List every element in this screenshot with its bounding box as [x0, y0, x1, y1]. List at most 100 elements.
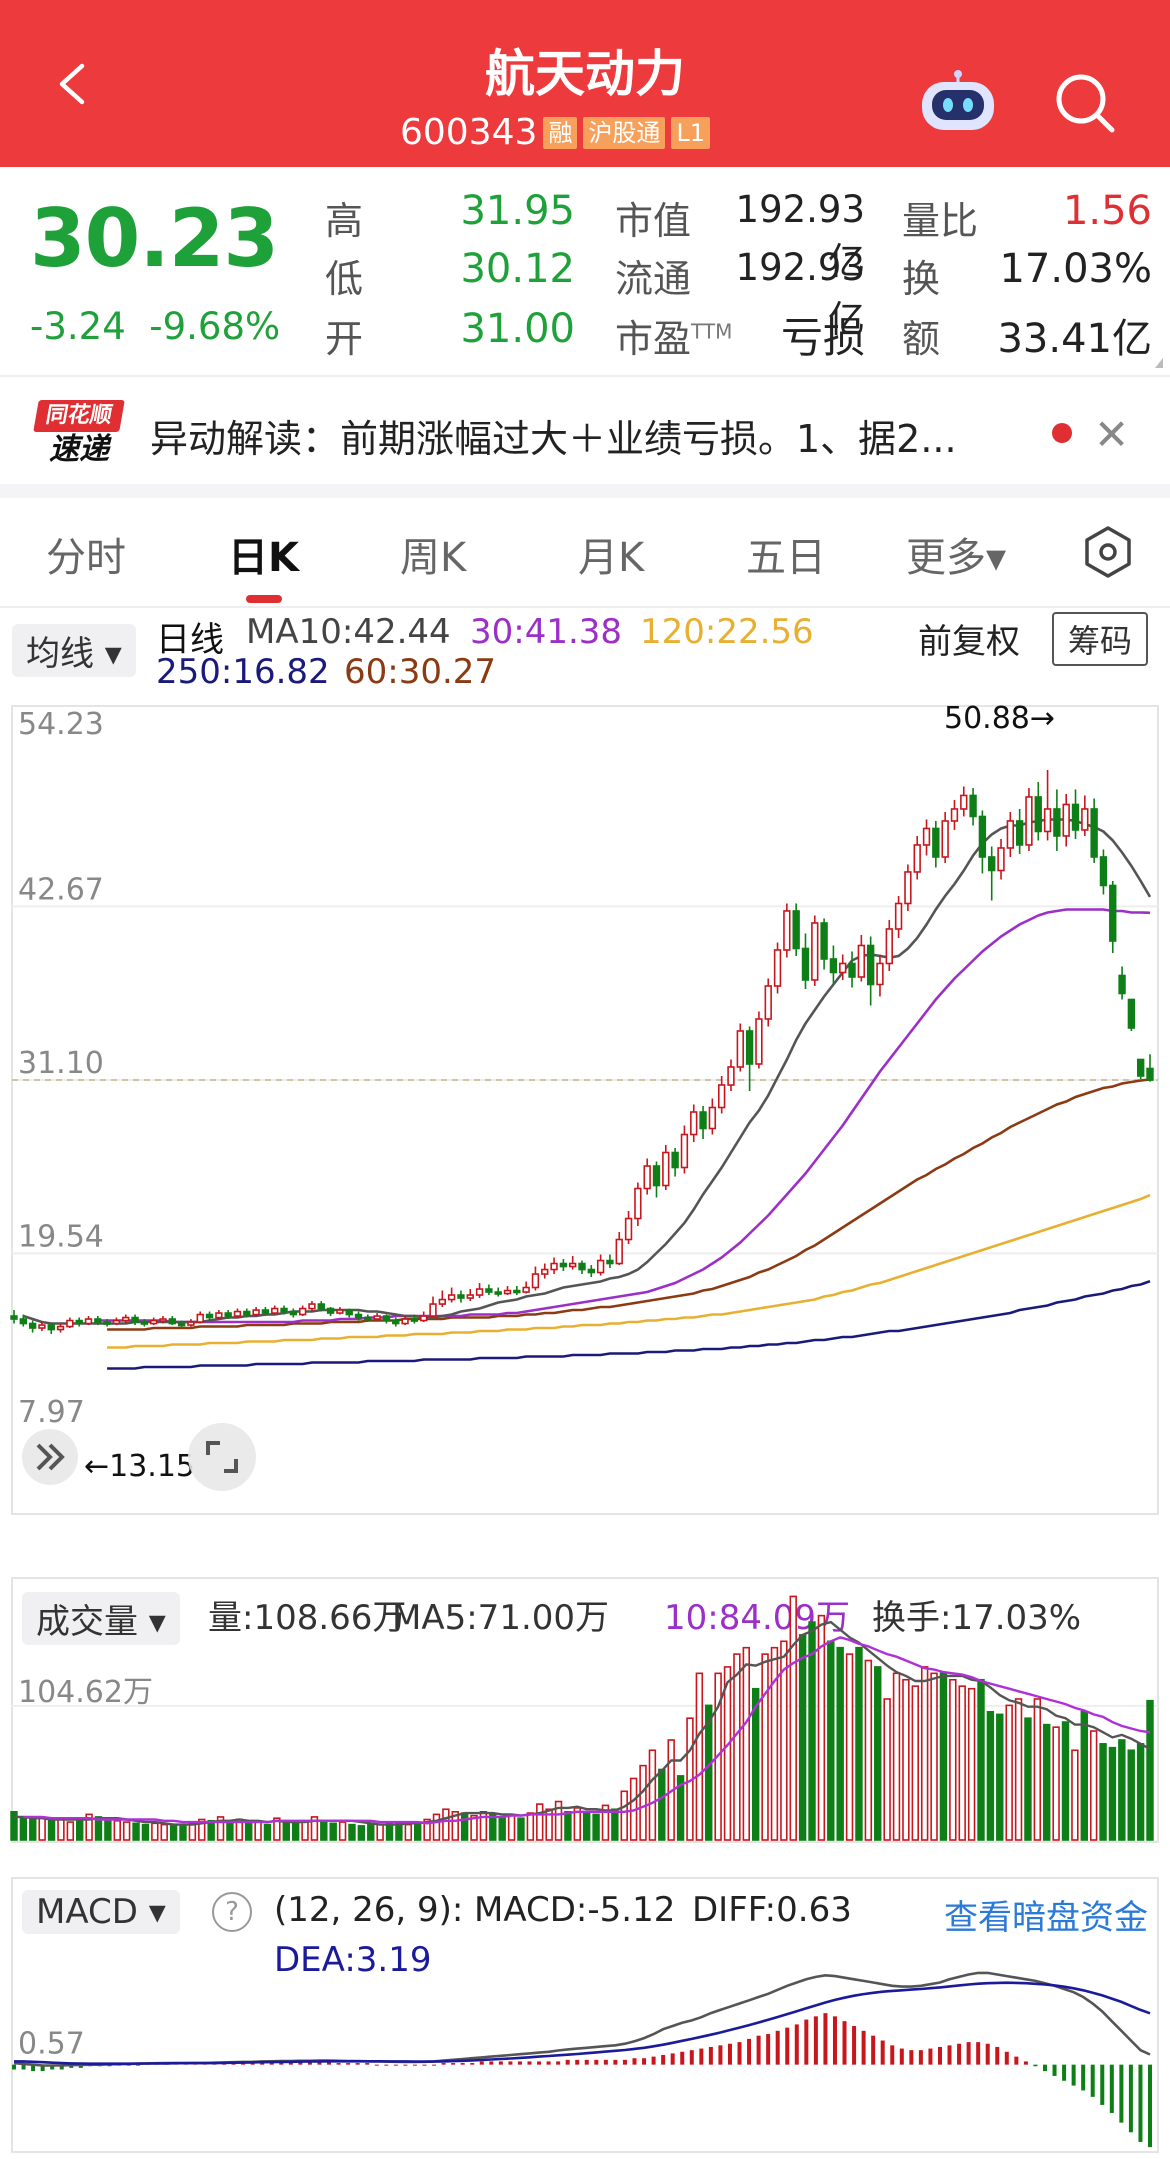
ai-assistant-robot-icon[interactable] [918, 70, 998, 132]
kline-y-tick: 54.23 [18, 707, 104, 742]
tab-five-day[interactable]: 五日 [746, 535, 826, 581]
macd-bar [451, 2063, 456, 2065]
tab-more[interactable]: 更多▾ [906, 535, 1007, 581]
tab-weekly-k[interactable]: 周K [400, 535, 467, 581]
macd-bar [489, 2061, 494, 2065]
macd-bar [642, 2058, 647, 2065]
macd-bar [937, 2046, 942, 2065]
candle-body [1025, 796, 1033, 846]
volume-bar [273, 1817, 281, 1841]
kline-chart[interactable]: 54.23 42.67 31.10 19.54 7.97 50.88→ ←13.15 2025… [0, 690, 1170, 1530]
candle-body [885, 928, 893, 965]
change-amount: -3.24 [30, 305, 126, 348]
volume-bar [911, 1685, 919, 1841]
volume-bar [376, 1823, 384, 1841]
volume-axis-labels: 104.62万 [18, 1675, 153, 1710]
chip-distribution-button[interactable]: 筹码 [1052, 612, 1149, 666]
back-arrow-icon[interactable] [50, 62, 94, 106]
price-change: -3.24 -9.68% [30, 305, 280, 348]
kline-candle [783, 903, 791, 958]
macd-bar [136, 2064, 141, 2066]
candle-body [289, 1310, 298, 1316]
kline-candle [1146, 1054, 1154, 1082]
volume-bar [47, 1819, 56, 1841]
high-label: 高 [325, 199, 364, 243]
candle-body [671, 1151, 679, 1169]
volume-bar [808, 1621, 816, 1841]
macd-bar [498, 2061, 503, 2065]
turnover-value: 17.03% [999, 246, 1152, 292]
candle-body [298, 1307, 307, 1316]
kline-candle [773, 942, 782, 994]
volume-bar [648, 1749, 657, 1841]
candle-body [522, 1286, 530, 1293]
macd-bar [775, 2030, 780, 2065]
macd-bar [374, 2064, 379, 2066]
volume-bar [845, 1653, 854, 1841]
volume-bar [1005, 1704, 1013, 1841]
macd-bar [11, 2064, 17, 2070]
candle-body [615, 1238, 623, 1265]
macd-chart[interactable]: 0.57 [0, 1870, 1170, 2159]
kline-candle [587, 1265, 595, 1278]
kline-candle [131, 1314, 139, 1326]
volume-chart[interactable]: 104.62万 [0, 1570, 1170, 1850]
vol-ratio-label: 量比 [902, 199, 979, 243]
volume-bar [423, 1818, 431, 1841]
macd-bar [460, 2063, 465, 2065]
macd-bar [59, 2064, 64, 2070]
volume-bar [770, 1646, 779, 1841]
divider [0, 375, 1170, 377]
macd-bar [794, 2024, 799, 2065]
macd-bar [632, 2058, 637, 2065]
kline-candle [187, 1319, 195, 1327]
kline-candle [382, 1314, 391, 1324]
macd-bar [1062, 2064, 1067, 2081]
volume-bar [545, 1808, 553, 1841]
tab-daily-k[interactable]: 日K [228, 535, 299, 581]
tab-intraday[interactable]: 分时 [46, 535, 126, 581]
ma10-line [22, 818, 1152, 1325]
ma-selector-button[interactable]: 均线 ▾ [12, 624, 136, 677]
candle-body [392, 1319, 400, 1325]
volume-bar [864, 1659, 873, 1841]
tab-monthly-k[interactable]: 月K [578, 535, 645, 581]
candle-body [261, 1309, 270, 1314]
kline-y-tick: 42.67 [18, 872, 104, 907]
tag-margin: 融 [543, 117, 578, 149]
expand-corner-icon[interactable] [1155, 358, 1163, 368]
close-icon[interactable]: ✕ [1094, 410, 1130, 459]
volume-bar [367, 1822, 375, 1841]
kline-candle [606, 1254, 614, 1269]
volume-turnover: 换手:17.03% [872, 1598, 1082, 1638]
macd-bar [1014, 2056, 1019, 2065]
volume-bar [1043, 1723, 1051, 1841]
macd-lines [13, 1971, 1151, 2067]
volume-bar [939, 1672, 948, 1841]
macd-bar [479, 2061, 484, 2065]
volume-bar [1118, 1739, 1126, 1841]
candle-body [187, 1321, 195, 1326]
kline-candle [215, 1310, 223, 1320]
kline-candle [326, 1307, 335, 1317]
settings-hexagon-icon[interactable] [1080, 524, 1136, 580]
volume-selector-button[interactable]: 成交量 ▾ [22, 1592, 180, 1645]
volume-bar [761, 1653, 769, 1841]
macd-selector-button[interactable]: MACD ▾ [22, 1890, 180, 1934]
help-icon[interactable]: ? [212, 1892, 252, 1932]
adjust-mode[interactable]: 前复权 [918, 622, 1020, 662]
macd-bar [1023, 2061, 1028, 2065]
volume-bar [723, 1666, 732, 1841]
search-icon[interactable] [1052, 70, 1118, 136]
candle-body [196, 1313, 204, 1323]
dark-pool-link[interactable]: 查看暗盘资金 [944, 1898, 1148, 1938]
macd-bar [1119, 2064, 1124, 2123]
scroll-left-button[interactable] [22, 1429, 78, 1485]
fullscreen-button[interactable] [188, 1423, 256, 1491]
legend-ma60: 60:30.27 [344, 652, 497, 692]
news-text[interactable]: 异动解读：前期涨幅过大＋业绩亏损。1、据2... [150, 417, 957, 461]
kline-candle [112, 1317, 121, 1326]
volume-bar [29, 1818, 37, 1841]
candle-body [717, 1084, 726, 1109]
candle-body [587, 1268, 595, 1274]
